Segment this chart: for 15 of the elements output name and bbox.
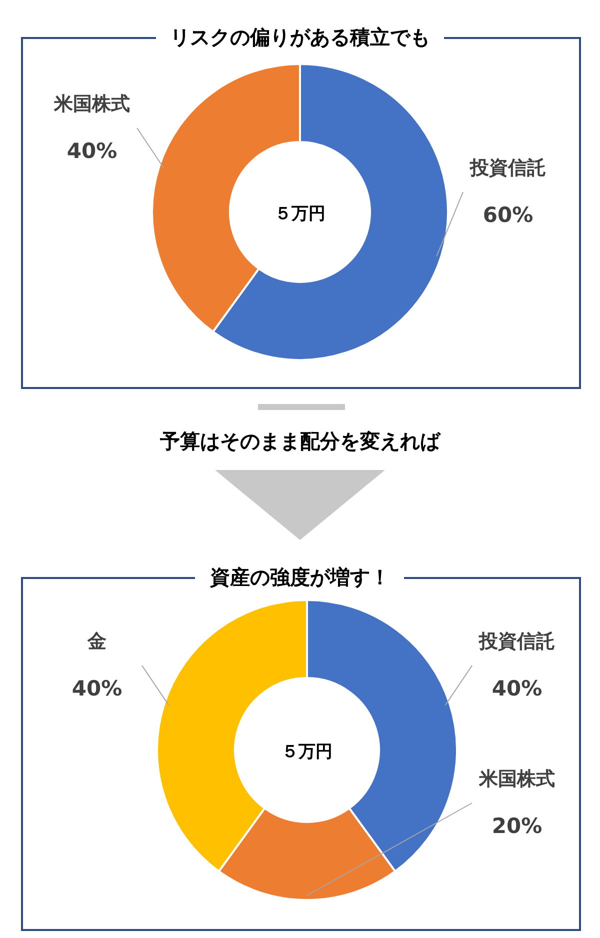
text: 予算はそのまま配分を変えれば [159, 429, 441, 453]
data-label: 40% [72, 676, 122, 701]
chart-title: 資産の強度が増す！ [209, 565, 390, 589]
slice-label: 米国株式 [53, 92, 130, 115]
data-label: 40% [66, 138, 118, 163]
data-label: 60% [482, 203, 534, 228]
chart-title: リスクの偏りがある積立でも [170, 25, 430, 49]
text: ５万円 [274, 204, 326, 224]
slice-label: 金 [86, 630, 106, 653]
data-label: 40% [492, 676, 542, 701]
slice-label: 投資信託 [478, 630, 555, 653]
text: ５万円 [282, 742, 332, 762]
slice-label: 米国株式 [478, 768, 555, 790]
data-label: 20% [492, 814, 542, 838]
slice-label: 投資信託 [469, 157, 546, 180]
